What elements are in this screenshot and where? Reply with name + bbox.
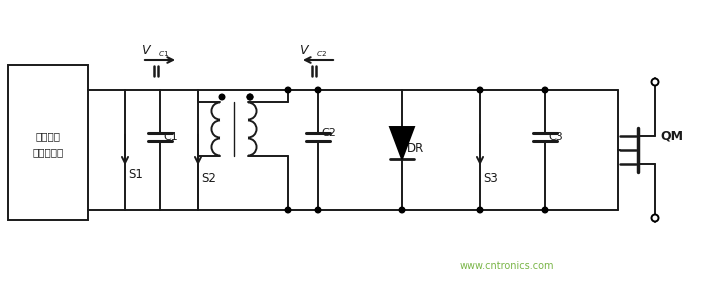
Text: QM: QM [660, 129, 683, 142]
Circle shape [477, 207, 483, 213]
Text: S1: S1 [128, 168, 143, 182]
Circle shape [652, 78, 659, 85]
Circle shape [285, 207, 291, 213]
Text: S3: S3 [483, 172, 498, 184]
Polygon shape [390, 127, 414, 159]
Text: C1: C1 [163, 132, 178, 142]
Bar [8, 65, 88, 220]
Text: C3: C3 [548, 132, 563, 142]
Circle shape [315, 87, 321, 93]
Circle shape [247, 94, 253, 100]
Text: DR: DR [407, 142, 424, 156]
Text: S2: S2 [201, 172, 216, 184]
Circle shape [652, 215, 659, 221]
Circle shape [477, 87, 483, 93]
Circle shape [247, 94, 253, 100]
Text: www.cntronics.com: www.cntronics.com [460, 261, 555, 271]
Text: $V$: $V$ [299, 44, 310, 57]
Circle shape [219, 94, 225, 100]
Circle shape [315, 207, 321, 213]
Text: $V$: $V$ [140, 44, 152, 57]
Text: $_{{C1}}$: $_{{C1}}$ [158, 49, 169, 59]
Circle shape [399, 207, 405, 213]
Text: 调制驱动器: 调制驱动器 [32, 148, 63, 158]
Text: C2: C2 [321, 128, 336, 138]
Text: $_{{C2}}$: $_{{C2}}$ [316, 49, 327, 59]
Text: 脉冲宽度: 脉冲宽度 [36, 131, 61, 141]
Circle shape [542, 207, 548, 213]
Circle shape [285, 87, 291, 93]
Circle shape [542, 87, 548, 93]
